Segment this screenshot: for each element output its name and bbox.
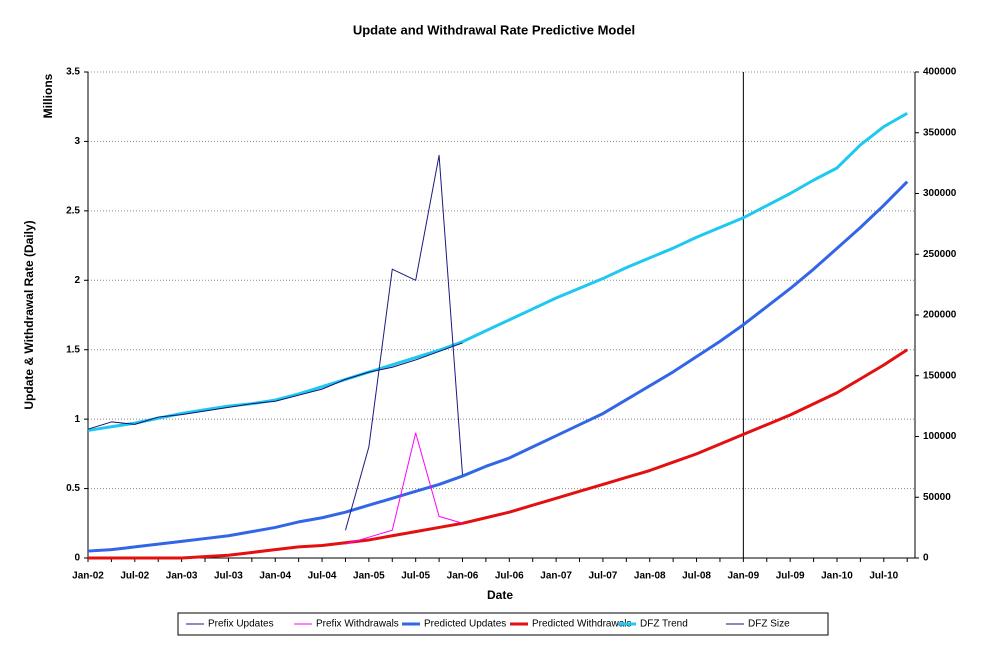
y2-tick-label: 350000 — [923, 127, 957, 138]
x-tick-label: Jul-02 — [120, 571, 149, 582]
y-tick-label: 0.5 — [66, 483, 80, 494]
series-line — [87, 180, 909, 553]
x-tick-label: Jan-08 — [634, 571, 666, 582]
x-tick-label: Jan-03 — [166, 571, 198, 582]
x-tick-label: Jul-09 — [776, 571, 805, 582]
y-tick-label: 0 — [74, 553, 80, 564]
legend-label: Prefix Updates — [208, 619, 274, 630]
series-line — [345, 432, 463, 545]
x-tick-label: Jan-05 — [353, 571, 385, 582]
x-axis-title: Date — [487, 588, 513, 602]
x-tick-label: Jul-08 — [682, 571, 711, 582]
chart-title: Update and Withdrawal Rate Predictive Mo… — [353, 22, 635, 37]
series-line — [88, 348, 909, 560]
y2-tick-label: 200000 — [923, 310, 957, 321]
x-tick-label: Jul-10 — [869, 571, 898, 582]
series-line — [87, 342, 463, 430]
y-unit-label: Millions — [41, 73, 55, 118]
y2-tick-label: 300000 — [923, 188, 957, 199]
legend-label: Prefix Withdrawals — [316, 619, 399, 630]
x-tick-label: Jan-10 — [821, 571, 853, 582]
x-tick-label: Jul-03 — [214, 571, 243, 582]
y2-tick-label: 50000 — [923, 492, 951, 503]
x-tick-label: Jul-06 — [495, 571, 524, 582]
y-tick-label: 1 — [74, 414, 80, 425]
x-tick-label: Jan-06 — [447, 571, 479, 582]
legend-box — [177, 612, 829, 636]
y-tick-label: 3 — [74, 136, 80, 147]
x-tick-label: Jul-07 — [588, 571, 617, 582]
legend-label: DFZ Trend — [640, 619, 688, 630]
legend-label: Predicted Withdrawals — [532, 619, 631, 630]
y2-tick-label: 0 — [923, 553, 929, 564]
x-tick-label: Jul-05 — [401, 571, 430, 582]
y2-tick-label: 400000 — [923, 67, 957, 78]
y2-tick-label: 100000 — [923, 431, 957, 442]
x-tick-label: Jan-02 — [72, 571, 104, 582]
y2-tick-label: 250000 — [923, 249, 957, 260]
series-line — [344, 154, 463, 531]
y-tick-label: 1.5 — [66, 344, 80, 355]
legend-label: Predicted Updates — [424, 619, 506, 630]
y-tick-label: 2.5 — [66, 205, 80, 216]
x-tick-label: Jul-04 — [308, 571, 337, 582]
x-tick-label: Jan-09 — [728, 571, 760, 582]
y2-tick-label: 150000 — [923, 370, 957, 381]
y-tick-label: 3.5 — [66, 67, 80, 78]
x-tick-label: Jan-04 — [259, 571, 291, 582]
x-tick-label: Jan-07 — [540, 571, 572, 582]
series-line — [87, 112, 908, 432]
y-axis-title: Update & Withdrawal Rate (Daily) — [22, 220, 36, 409]
y-tick-label: 2 — [74, 275, 80, 286]
legend-label: DFZ Size — [748, 619, 790, 630]
